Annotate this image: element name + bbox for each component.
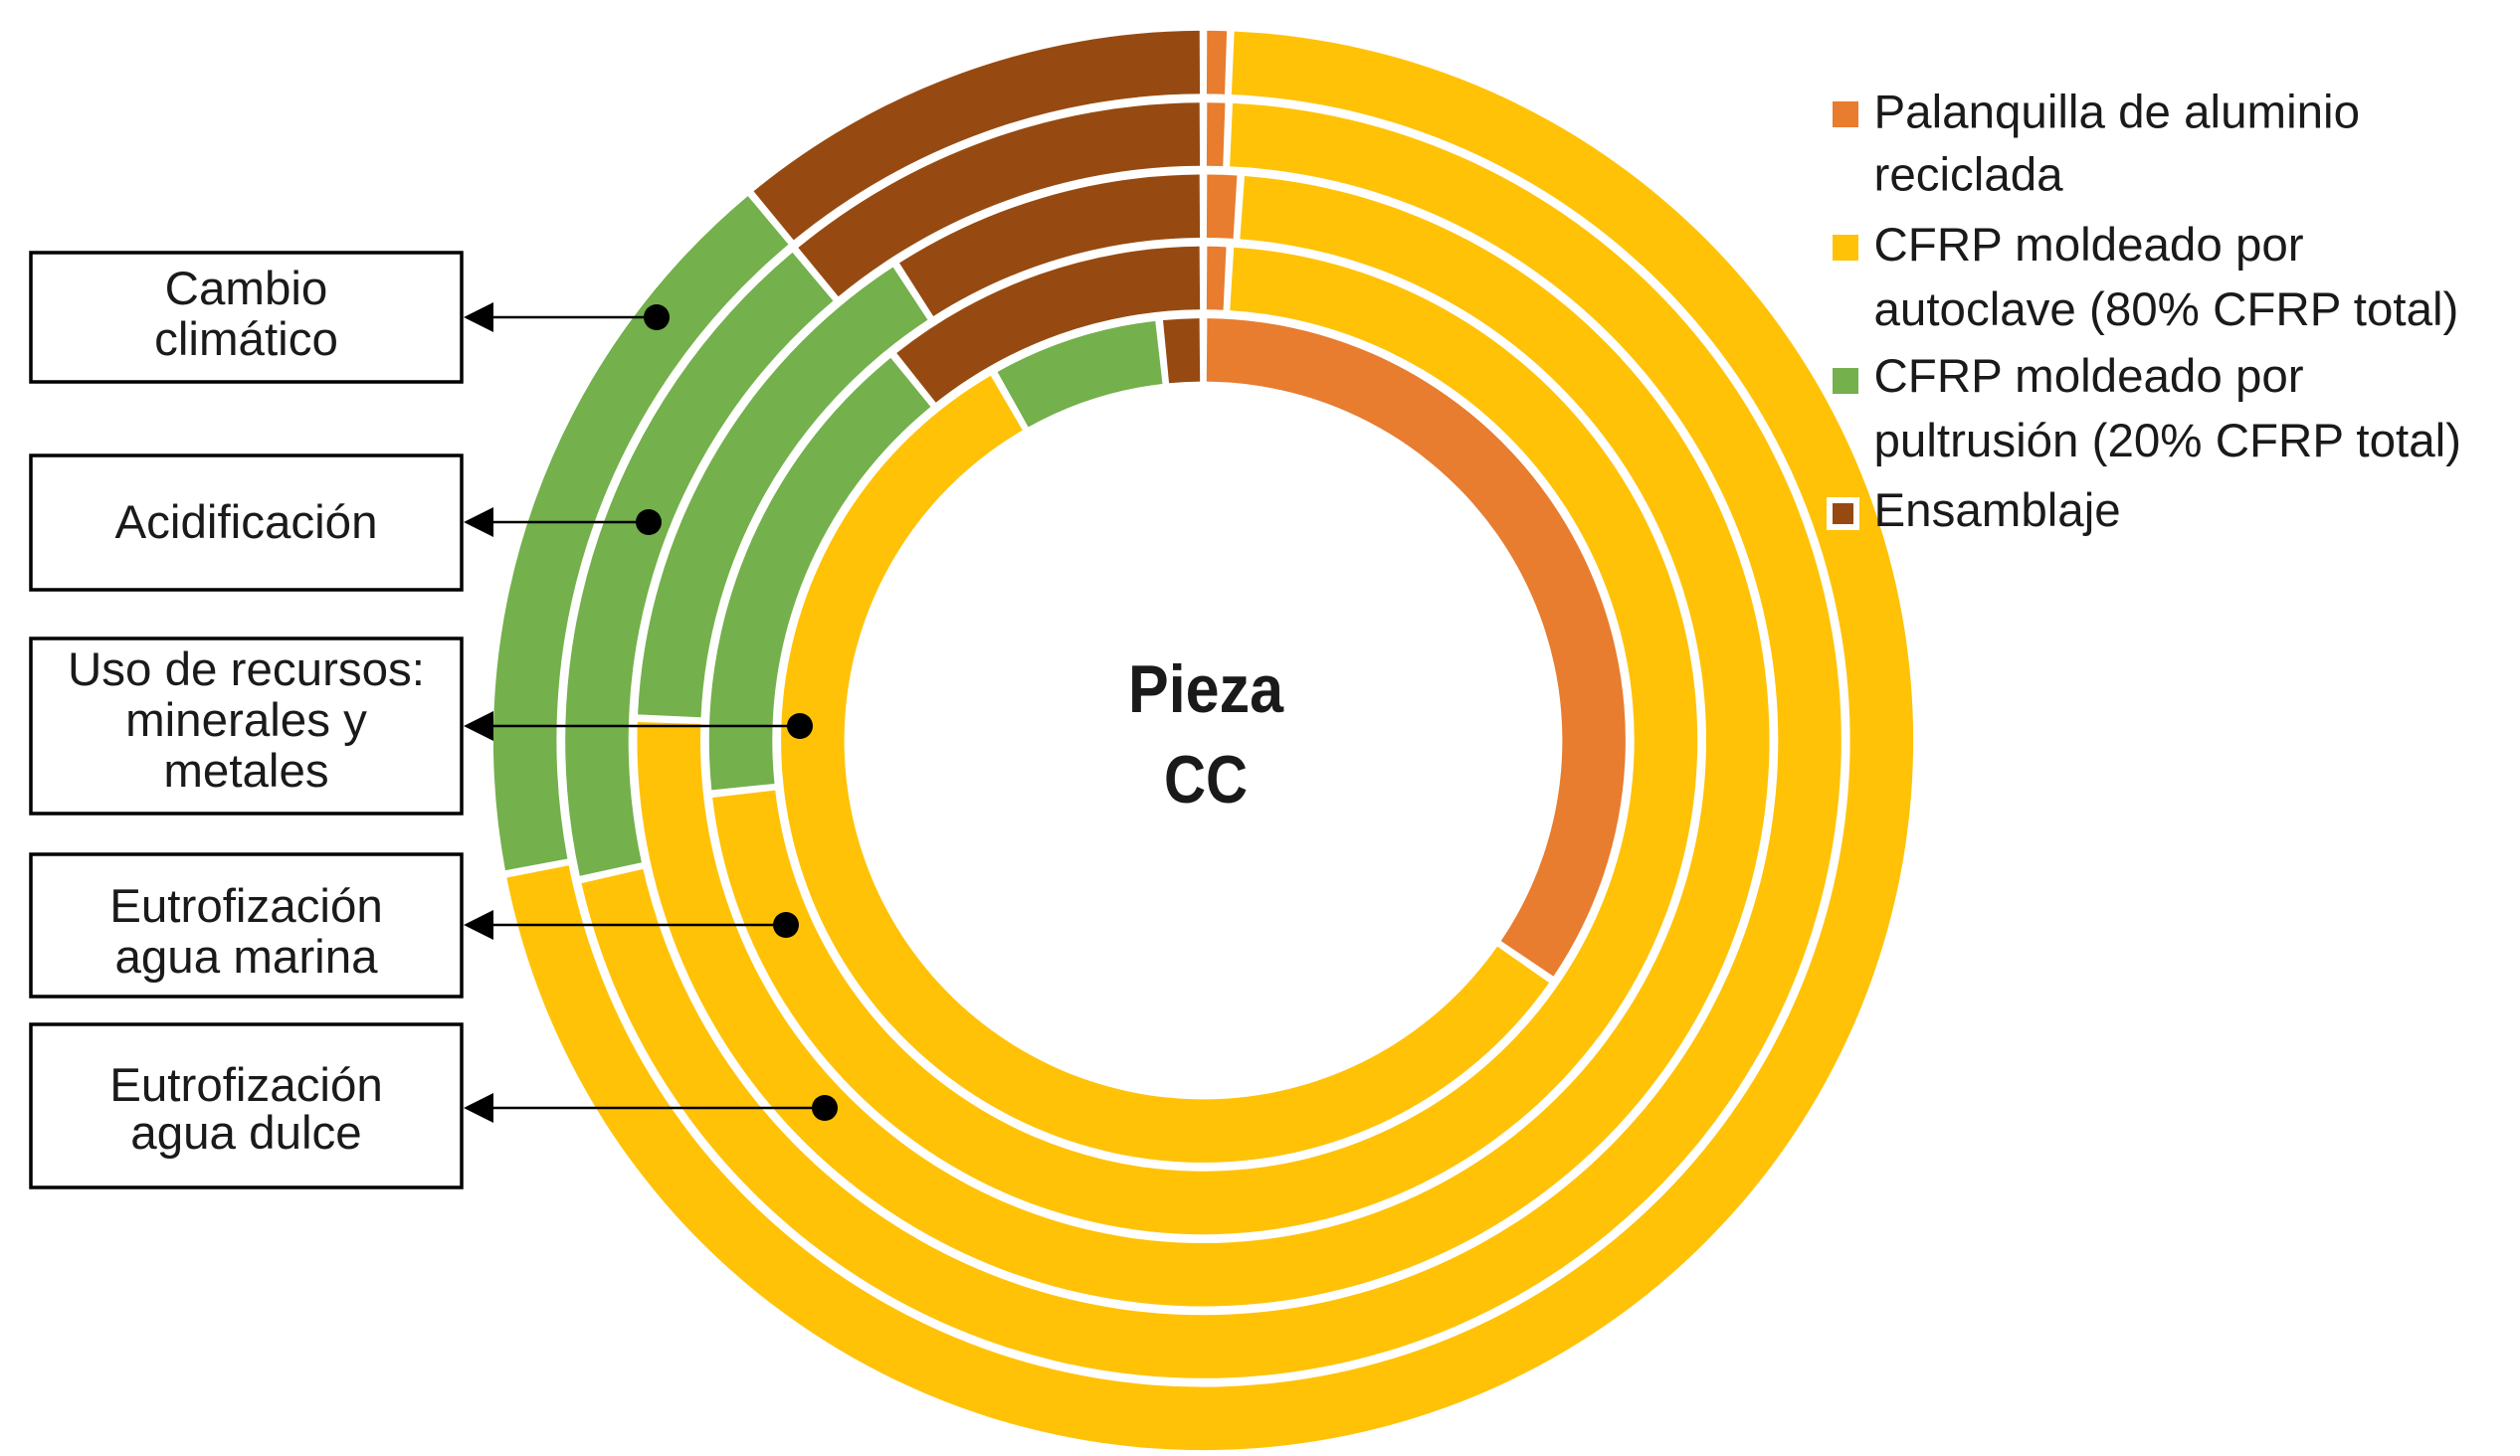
svg-text:minerales y: minerales y (125, 694, 367, 747)
svg-text:Eutrofización: Eutrofización (109, 1059, 383, 1112)
svg-text:Pieza: Pieza (1128, 651, 1284, 727)
svg-text:agua marina: agua marina (114, 931, 378, 984)
svg-text:CFRP moldeado por: CFRP moldeado por (1874, 219, 2304, 272)
svg-text:Cambio: Cambio (165, 263, 328, 315)
svg-text:Acidificación: Acidificación (114, 496, 377, 549)
svg-text:autoclave (80% CFRP total): autoclave (80% CFRP total) (1874, 283, 2459, 336)
svg-text:CFRP moldeado por: CFRP moldeado por (1874, 350, 2304, 403)
svg-text:reciclada: reciclada (1874, 149, 2064, 202)
svg-text:metales: metales (163, 745, 328, 798)
svg-text:CC: CC (1164, 742, 1248, 818)
svg-text:agua dulce: agua dulce (130, 1107, 361, 1160)
svg-text:pultrusión (20% CFRP total): pultrusión (20% CFRP total) (1874, 415, 2461, 467)
svg-text:Eutrofización: Eutrofización (109, 880, 383, 933)
svg-text:Palanquilla de aluminio: Palanquilla de aluminio (1874, 87, 2361, 139)
svg-text:climático: climático (154, 313, 338, 366)
svg-text:Ensamblaje: Ensamblaje (1874, 484, 2121, 537)
svg-text:Uso de recursos:: Uso de recursos: (68, 643, 425, 696)
